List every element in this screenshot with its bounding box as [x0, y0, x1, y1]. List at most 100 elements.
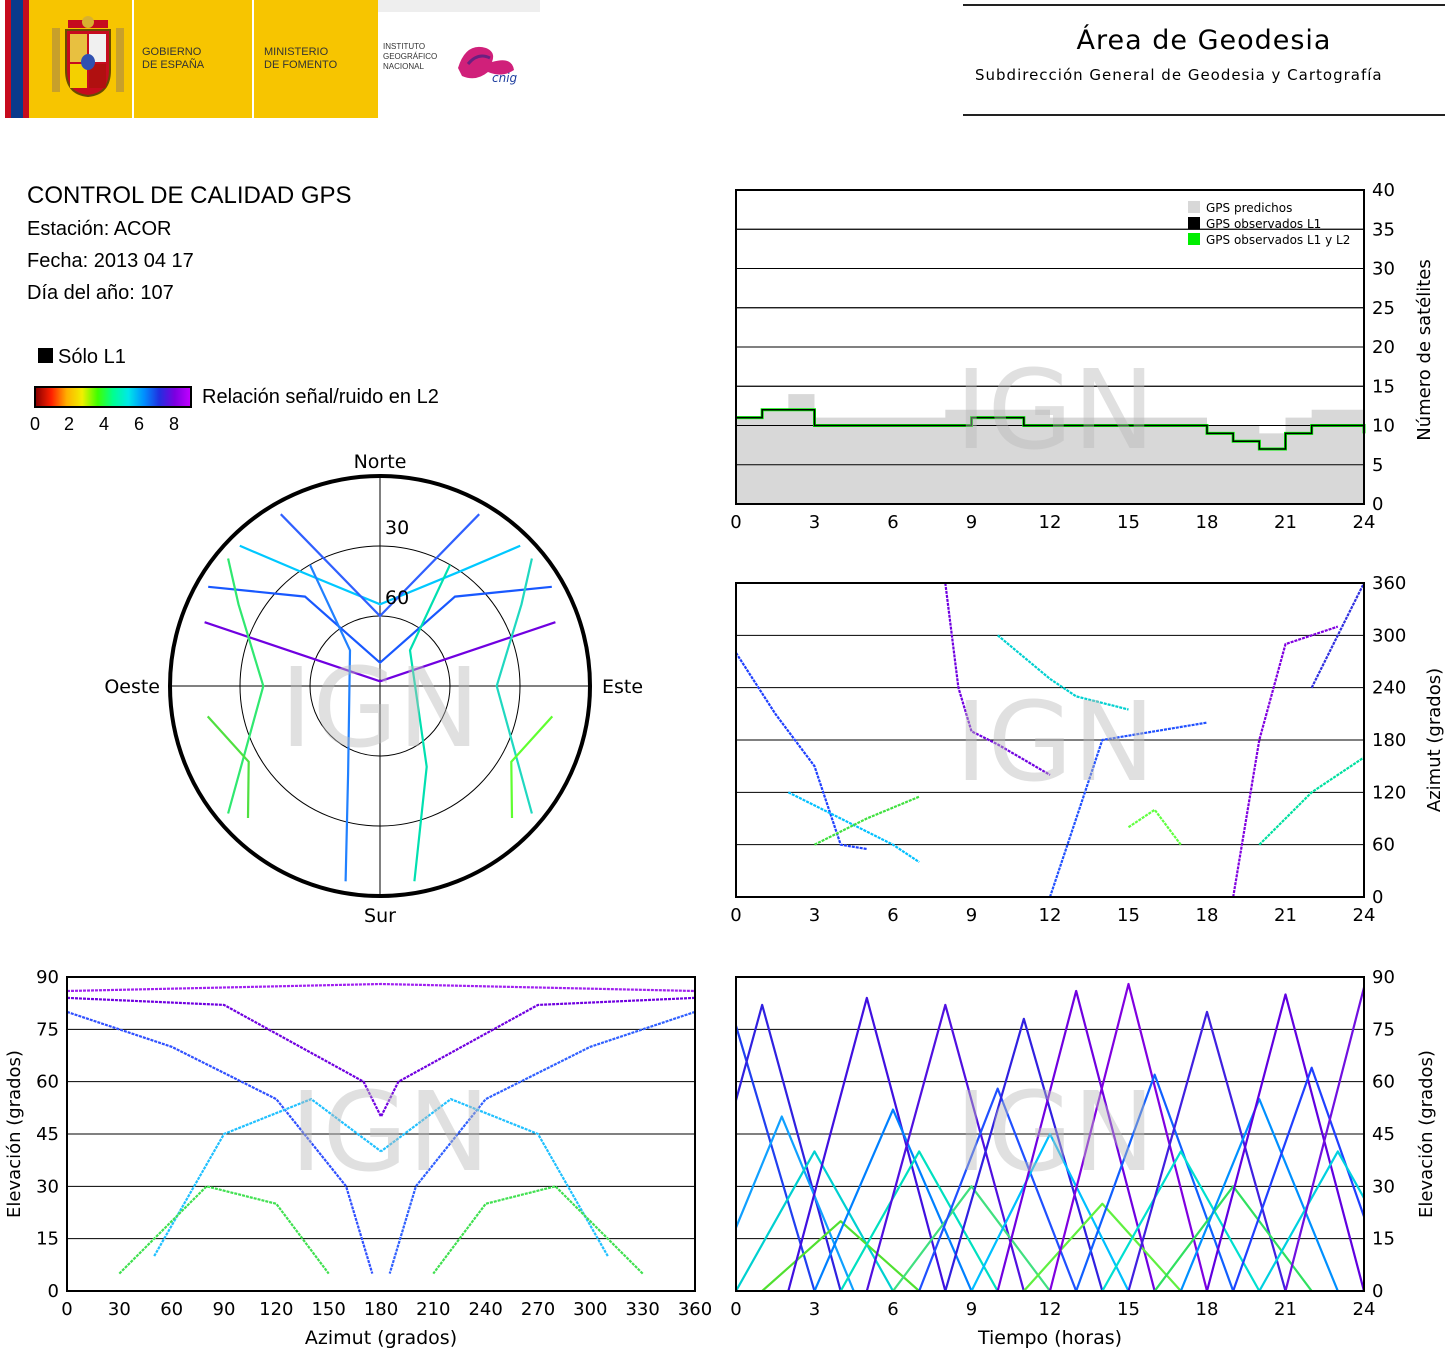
satellite-track — [153, 1097, 382, 1257]
ign-logo-area — [378, 0, 540, 118]
satellite-track — [208, 585, 552, 665]
l1-only-swatch — [38, 348, 53, 363]
x-tick-label: 0 — [730, 1299, 741, 1320]
y-tick-label: 15 — [1372, 376, 1395, 397]
x-axis-label: Tiempo (horas) — [977, 1327, 1122, 1349]
report-title: CONTROL DE CALIDAD GPS — [27, 182, 352, 209]
x-tick-label: 120 — [259, 1299, 293, 1320]
satellite-track — [735, 652, 867, 851]
x-tick-label: 180 — [364, 1299, 398, 1320]
plot-frame — [735, 189, 1365, 505]
elevation-arc — [1205, 993, 1364, 1291]
plot-frame — [735, 582, 1365, 898]
day-of-year-label: Día del año: 107 — [27, 282, 174, 304]
y-tick-label: 15 — [36, 1229, 59, 1250]
elevation-arc — [813, 1108, 973, 1291]
satellite-track — [1310, 582, 1365, 689]
y-tick-label: 30 — [36, 1176, 59, 1197]
x-tick-label: 0 — [730, 905, 741, 926]
watermark-text: IGN — [955, 1068, 1155, 1196]
legend-label: GPS predichos — [1206, 201, 1292, 215]
y-tick-label: 90 — [36, 967, 59, 988]
x-tick-label: 24 — [1353, 1299, 1376, 1320]
x-tick-label: 150 — [311, 1299, 345, 1320]
elevation-arc — [736, 1115, 855, 1291]
legend-label: GPS observados L1 — [1206, 217, 1321, 231]
x-tick-label: 330 — [625, 1299, 659, 1320]
flag-strip — [5, 0, 29, 118]
elevation-arc — [892, 1185, 1051, 1291]
elevation-arc — [1153, 1185, 1313, 1291]
elevation-arc — [918, 1087, 1078, 1291]
x-tick-label: 3 — [809, 1299, 820, 1320]
satellite-track — [1048, 721, 1208, 898]
y-tick-label: 30 — [1372, 259, 1395, 280]
y-tick-label: 0 — [1372, 887, 1383, 908]
x-tick-label: 0 — [61, 1299, 72, 1320]
x-tick-label: 3 — [809, 905, 820, 926]
y-tick-label: 75 — [1372, 1019, 1395, 1040]
ign-line2: GEOGRÁFICO — [383, 52, 438, 61]
elevation-arc — [761, 1220, 920, 1291]
elevation-arc — [865, 1003, 1025, 1291]
legend-label: GPS observados L1 y L2 — [1206, 233, 1350, 247]
satellite-track — [814, 795, 920, 846]
elevation-arc — [787, 996, 947, 1291]
x-tick-label: 15 — [1117, 905, 1140, 926]
satellite-track — [1258, 756, 1365, 846]
y-tick-label: 60 — [1372, 835, 1395, 856]
y-tick-label: 240 — [1372, 678, 1406, 699]
y-tick-label: 35 — [1372, 219, 1395, 240]
colorbar-tick: 0 — [30, 414, 41, 434]
elevation-arc — [839, 1150, 999, 1291]
x-tick-label: 21 — [1274, 1299, 1297, 1320]
east-label: Este — [602, 676, 643, 698]
elevation-arc — [736, 1024, 816, 1291]
y-axis-label: Azimut (grados) — [1424, 668, 1445, 812]
ign-top-bar — [378, 0, 540, 12]
satellite-track — [510, 715, 554, 819]
x-tick-label: 6 — [887, 512, 898, 533]
colorbar-tick: 8 — [169, 414, 180, 434]
x-tick-label: 0 — [730, 512, 741, 533]
y-tick-label: 10 — [1372, 416, 1395, 437]
y-tick-label: 40 — [1372, 180, 1395, 201]
predicted-area — [736, 394, 1364, 504]
y-axis-label: Elevación (grados) — [4, 1050, 25, 1218]
banner-divider — [132, 0, 134, 118]
y-tick-label: 90 — [1372, 967, 1395, 988]
elevation-arc — [736, 1003, 842, 1291]
watermark-text: IGN — [280, 644, 480, 772]
x-tick-label: 15 — [1117, 512, 1140, 533]
ign-line1: INSTITUTO — [383, 42, 426, 51]
y-tick-label: 180 — [1372, 730, 1406, 751]
x-tick-label: 3 — [809, 512, 820, 533]
elevation-arc — [1179, 1098, 1339, 1291]
north-label: Norte — [354, 451, 407, 473]
x-tick-label: 60 — [160, 1299, 183, 1320]
coat-of-arms-icon — [46, 14, 130, 102]
station-label: Estación: ACOR — [27, 218, 172, 240]
elevation-arc — [1258, 1150, 1364, 1291]
watermark-text: IGN — [955, 346, 1155, 474]
x-tick-label: 210 — [416, 1299, 450, 1320]
area-title: Área de Geodesia — [1076, 25, 1332, 56]
satellite-track — [787, 791, 920, 864]
legend-swatch — [1188, 201, 1200, 213]
colorbar-tick: 4 — [99, 414, 110, 434]
x-tick-label: 300 — [573, 1299, 607, 1320]
satellite-track — [309, 564, 352, 882]
elevation-arc — [1284, 986, 1364, 1291]
x-tick-label: 6 — [887, 1299, 898, 1320]
elevation-arc — [996, 989, 1156, 1291]
satellite-track — [388, 1010, 696, 1274]
snr-colorbar — [34, 386, 192, 408]
y-tick-label: 60 — [36, 1072, 59, 1093]
satellite-track — [380, 996, 696, 1118]
elevation-arc — [944, 1017, 1104, 1291]
x-tick-label: 9 — [966, 905, 977, 926]
y-tick-label: 360 — [1372, 573, 1406, 594]
elevation-ring — [239, 545, 521, 827]
y-tick-label: 15 — [1372, 1229, 1395, 1250]
